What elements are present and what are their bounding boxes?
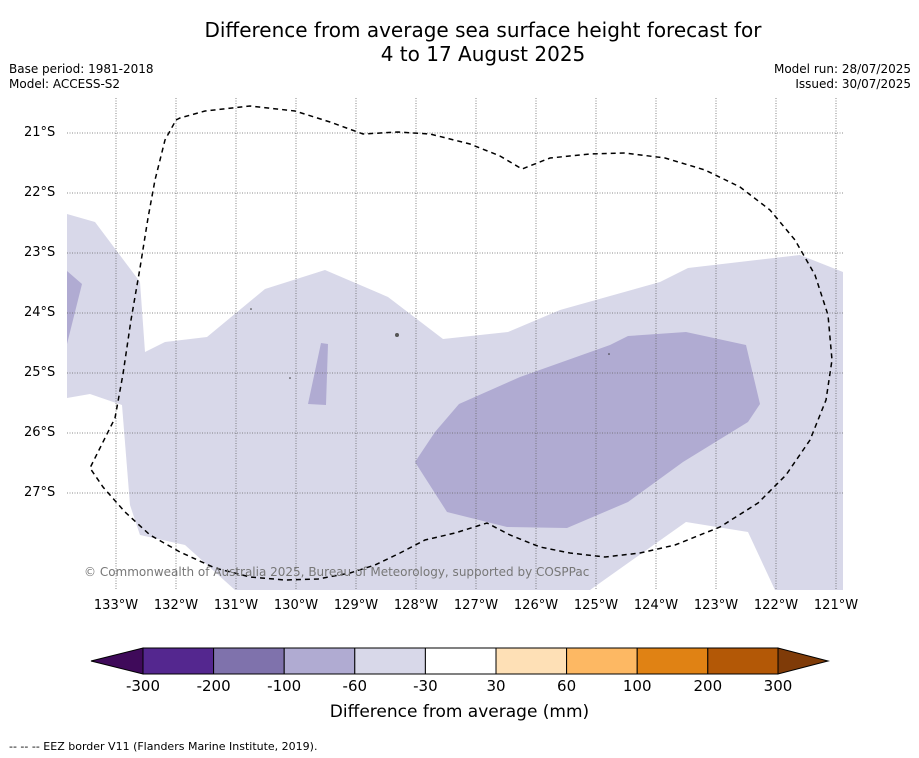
title-line-2: 4 to 17 August 2025	[380, 42, 586, 66]
title-line-1: Difference from average sea surface heig…	[204, 18, 762, 42]
lon-label: 124°W	[633, 598, 679, 613]
lon-label: 131°W	[213, 598, 259, 613]
meta-left: Base period: 1981-2018 Model: ACCESS-S2	[9, 62, 154, 92]
lat-label: 24°S	[24, 305, 56, 320]
map-title: Difference from average sea surface heig…	[0, 18, 919, 66]
anomaly-region-medium-edge	[67, 271, 82, 344]
colorbar-tick-label: 100	[622, 677, 652, 695]
meta-right: Model run: 28/07/2025 Issued: 30/07/2025	[774, 62, 911, 92]
lon-label: 121°W	[813, 598, 859, 613]
lat-label: 25°S	[24, 365, 56, 380]
island-marker	[395, 333, 399, 337]
base-period-text: Base period: 1981-2018	[9, 62, 154, 76]
colorbar-label: Difference from average (mm)	[329, 702, 590, 722]
colorbar-tick-label: -100	[267, 677, 302, 695]
anomaly-region-light	[67, 214, 843, 590]
colorbar-bin	[283, 647, 356, 675]
colorbar	[90, 647, 830, 675]
model-text: Model: ACCESS-S2	[9, 77, 121, 91]
eez-footnote: -- -- -- EEZ border V11 (Flanders Marine…	[9, 740, 318, 753]
model-run-text: Model run: 28/07/2025	[773, 62, 911, 76]
lon-label: 130°W	[273, 598, 319, 613]
lon-label: 128°W	[393, 598, 439, 613]
gridlines	[67, 98, 843, 590]
issued-text: Issued: 30/07/2025	[795, 77, 911, 91]
lon-label: 133°W	[93, 598, 139, 613]
colorbar-bin	[566, 647, 638, 675]
colorbar-tick-label: 60	[557, 677, 577, 695]
colorbar-bin	[354, 647, 426, 675]
lat-label: 22°S	[24, 185, 56, 200]
island-marker	[608, 353, 610, 355]
colorbar-tick-label: 200	[693, 677, 723, 695]
lon-label: 123°W	[693, 598, 739, 613]
colorbar-bin	[636, 647, 709, 675]
colorbar-bin	[424, 647, 497, 675]
island-marker	[250, 308, 252, 310]
colorbar-tick-label: -60	[342, 677, 368, 695]
copyright-text: © Commonwealth of Australia 2025, Bureau…	[84, 565, 590, 579]
colorbar-extend-low	[90, 647, 144, 675]
lon-label: 132°W	[153, 598, 199, 613]
colorbar-bin	[142, 647, 215, 675]
colorbar-extend-high	[777, 647, 830, 675]
colorbar-bin	[213, 647, 285, 675]
lat-label: 26°S	[24, 425, 56, 440]
island-marker	[289, 377, 291, 379]
lat-label: 23°S	[24, 245, 56, 260]
map-panel	[67, 98, 843, 590]
colorbar-bin	[707, 647, 779, 675]
anomaly-region-medium-small	[308, 343, 328, 405]
colorbar-tick-label: 30	[486, 677, 506, 695]
eez-border	[89, 105, 833, 581]
colorbar-tick-label: -30	[413, 677, 438, 695]
colorbar-tick-label: 300	[763, 677, 793, 695]
colorbar-tick-label: -300	[125, 677, 161, 695]
colorbar-bin	[495, 647, 568, 675]
lat-label: 27°S	[24, 485, 56, 500]
colorbar-tick-label: -200	[196, 677, 231, 695]
lon-label: 122°W	[753, 598, 799, 613]
lon-label: 126°W	[513, 598, 559, 613]
lat-label: 21°S	[24, 125, 56, 140]
lon-label: 125°W	[573, 598, 619, 613]
lon-label: 129°W	[333, 598, 379, 613]
anomaly-region-medium	[415, 332, 760, 528]
lon-label: 127°W	[453, 598, 499, 613]
